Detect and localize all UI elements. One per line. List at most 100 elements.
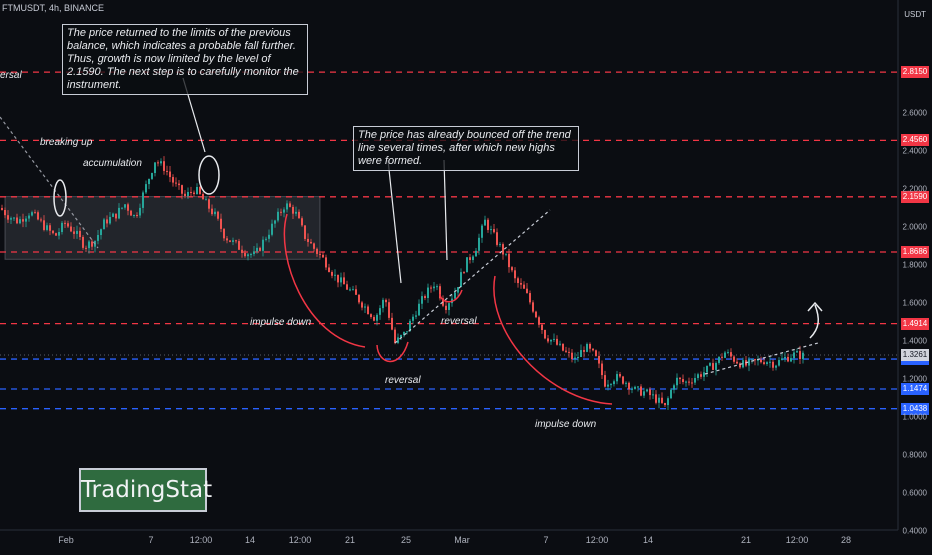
- level-price-tag: 1.0438: [901, 402, 929, 415]
- candle-body: [478, 237, 480, 251]
- candle-body: [4, 209, 6, 216]
- candle-body: [379, 308, 381, 315]
- candle-body: [724, 352, 726, 358]
- candle-body: [463, 272, 465, 274]
- candle-body: [346, 284, 348, 290]
- candle-body: [211, 208, 213, 215]
- candle-body: [433, 286, 435, 289]
- candle-body: [505, 253, 507, 255]
- candle-body: [439, 286, 441, 299]
- candle-body: [277, 211, 279, 221]
- candle-body: [454, 292, 456, 299]
- candle-body: [355, 289, 357, 295]
- candle-body: [193, 192, 195, 195]
- candle-body: [592, 348, 594, 351]
- candle-body: [232, 240, 234, 242]
- time-tick-label: Mar: [454, 535, 470, 545]
- candle-body: [331, 271, 333, 276]
- candle-body: [583, 350, 585, 352]
- candle-body: [754, 359, 756, 361]
- time-tick-label: 21: [344, 535, 356, 545]
- candle-body: [262, 239, 264, 251]
- level-price-tag: 1.8686: [901, 245, 929, 258]
- candle-body: [499, 244, 501, 246]
- candle-body: [637, 386, 639, 388]
- candle-body: [691, 382, 693, 384]
- candle-body: [169, 171, 171, 178]
- price-tick-label: 2.4000: [902, 146, 927, 156]
- candle-body: [475, 250, 477, 257]
- candle-body: [196, 187, 198, 195]
- candle-body: [199, 187, 201, 194]
- candle-body: [235, 240, 237, 242]
- candle-body: [706, 365, 708, 373]
- candle-body: [409, 320, 411, 332]
- candle-body: [256, 247, 258, 252]
- candle-body: [370, 314, 372, 318]
- candle-body: [604, 375, 606, 387]
- candle-body: [373, 317, 375, 321]
- candle-body: [238, 241, 240, 250]
- last-price-tag: 1.3261: [901, 349, 929, 362]
- candle-body: [556, 338, 558, 345]
- candle-body: [244, 252, 246, 257]
- candle-body: [271, 223, 273, 235]
- candle-body: [595, 350, 597, 357]
- candle-body: [184, 193, 186, 197]
- candle-body: [67, 223, 69, 227]
- label-impulse-down-2: impulse down: [535, 419, 597, 430]
- candle-body: [790, 358, 792, 362]
- candle-body: [616, 374, 618, 382]
- candle-body: [208, 199, 210, 209]
- candle-body: [712, 363, 714, 370]
- candle-body: [112, 213, 114, 217]
- candle-body: [265, 238, 267, 240]
- time-tick-label: 28: [840, 535, 852, 545]
- candle-body: [127, 204, 129, 211]
- candle-body: [178, 183, 180, 186]
- candle-body: [301, 218, 303, 226]
- candle-body: [646, 389, 648, 392]
- candle-body: [382, 299, 384, 309]
- candle-body: [424, 296, 426, 298]
- time-tick-label: 21: [740, 535, 752, 545]
- candle-body: [610, 384, 612, 386]
- price-tick-label: 1.6000: [902, 298, 927, 308]
- candle-body: [694, 378, 696, 383]
- candle-body: [544, 329, 546, 339]
- candle-body: [748, 359, 750, 366]
- candle-body: [124, 204, 126, 208]
- candle-body: [97, 235, 99, 241]
- candle-body: [79, 230, 81, 237]
- candle-body: [181, 185, 183, 194]
- candle-body: [157, 162, 159, 164]
- note-top: The price returned to the limits of the …: [62, 24, 308, 95]
- candle-body: [613, 381, 615, 385]
- candle-body: [88, 241, 90, 249]
- candle-body: [286, 203, 288, 210]
- candle-body: [175, 182, 177, 184]
- candle-body: [364, 306, 366, 308]
- candle-body: [508, 253, 510, 268]
- candle-body: [430, 287, 432, 289]
- time-tick-label: 14: [244, 535, 256, 545]
- price-unit: USDT: [904, 10, 926, 19]
- candle-body: [679, 377, 681, 380]
- candle-body: [103, 219, 105, 230]
- candle-body: [142, 192, 144, 208]
- candle-body: [223, 228, 225, 239]
- candle-body: [400, 335, 402, 338]
- label-breaking-up: breaking up: [40, 137, 93, 148]
- time-tick-label: 25: [400, 535, 412, 545]
- candle-body: [577, 356, 579, 358]
- candle-body: [457, 287, 459, 293]
- candle-body: [304, 225, 306, 239]
- candle-body: [388, 302, 390, 318]
- note-trend-line: The price has already bounced off the tr…: [353, 126, 579, 171]
- candle-body: [202, 193, 204, 200]
- candle-body: [601, 363, 603, 376]
- candle-body: [316, 248, 318, 254]
- candle-body: [427, 287, 429, 298]
